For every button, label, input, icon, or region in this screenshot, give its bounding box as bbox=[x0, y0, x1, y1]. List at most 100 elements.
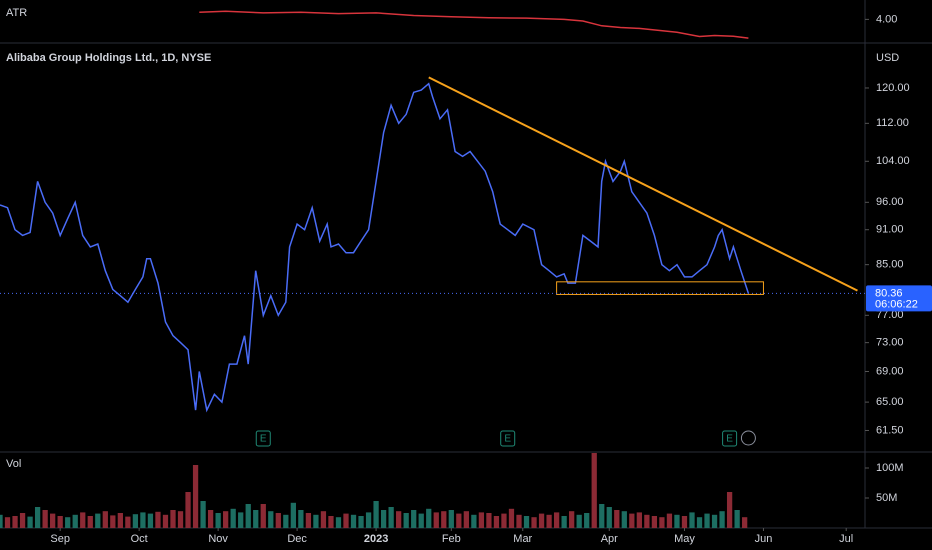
volume-bar bbox=[396, 511, 402, 528]
volume-bar bbox=[599, 504, 605, 528]
earnings-icon bbox=[500, 430, 516, 447]
x-tick-label: Nov bbox=[208, 533, 228, 545]
volume-bar bbox=[734, 510, 740, 528]
dividend-icon bbox=[740, 430, 756, 446]
last-price-box bbox=[866, 285, 932, 312]
volume-bar bbox=[80, 512, 86, 528]
volume-bar bbox=[614, 510, 620, 528]
volume-bar bbox=[689, 512, 695, 528]
volume-bar bbox=[463, 511, 469, 528]
countdown-label: 06:06:22 bbox=[875, 298, 918, 310]
volume-bar bbox=[681, 516, 688, 528]
volume-bar bbox=[223, 511, 229, 528]
volume-bar bbox=[426, 508, 432, 528]
volume-bar bbox=[132, 514, 139, 528]
volume-bar bbox=[508, 508, 515, 528]
volume-bar bbox=[696, 517, 703, 528]
volume-bar bbox=[388, 507, 394, 528]
volume-bar bbox=[621, 511, 627, 528]
x-tick-label: Dec bbox=[287, 533, 307, 545]
volume-bar bbox=[606, 507, 612, 528]
y-tick-label: 120.00 bbox=[876, 82, 910, 94]
volume-bar bbox=[0, 514, 3, 528]
volume-bar bbox=[742, 517, 748, 528]
volume-bar bbox=[358, 516, 364, 528]
volume-bar bbox=[531, 517, 537, 528]
volume-bar bbox=[553, 512, 560, 528]
volume-bar bbox=[538, 513, 545, 528]
volume-bar bbox=[200, 501, 206, 528]
volume-bar bbox=[177, 511, 184, 528]
volume-bar bbox=[636, 512, 642, 528]
x-tick-label: Jun bbox=[755, 533, 773, 545]
x-tick-label: Jul bbox=[839, 533, 853, 545]
volume-bar bbox=[711, 514, 718, 528]
volume-bar bbox=[102, 511, 108, 528]
y-tick-label: 50M bbox=[876, 492, 897, 504]
x-tick-label: Sep bbox=[50, 533, 70, 545]
volume-bar bbox=[569, 511, 575, 528]
volume-bar bbox=[313, 514, 319, 528]
volume-bar bbox=[704, 513, 710, 528]
volume-bar bbox=[448, 510, 454, 528]
symbol-title: Alibaba Group Holdings Ltd., 1D, NYSE bbox=[6, 52, 211, 64]
y-tick-label: 96.00 bbox=[876, 196, 904, 208]
volume-bar bbox=[350, 514, 357, 528]
volume-bar bbox=[433, 512, 439, 528]
volume-bar bbox=[501, 513, 507, 528]
volume-bar bbox=[275, 513, 281, 528]
volume-bar bbox=[170, 510, 176, 528]
volume-bar bbox=[523, 516, 530, 528]
volume-bar bbox=[456, 513, 462, 528]
volume-bar bbox=[12, 516, 18, 528]
volume-bar bbox=[4, 517, 11, 528]
volume-bar bbox=[516, 514, 522, 528]
volume-bar bbox=[441, 511, 447, 528]
volume-bar bbox=[65, 517, 71, 528]
volume-bar bbox=[726, 492, 733, 528]
volume-bar bbox=[471, 514, 477, 528]
volume-bar bbox=[260, 504, 266, 528]
y-tick-label: 91.00 bbox=[876, 224, 904, 236]
volume-bar bbox=[365, 512, 372, 528]
volume-bar bbox=[34, 507, 41, 528]
volume-bar bbox=[185, 492, 191, 528]
y-tick-label: 104.00 bbox=[876, 155, 910, 167]
volume-bar bbox=[268, 511, 274, 528]
volume-bar bbox=[125, 516, 131, 528]
volume-bar bbox=[486, 513, 492, 528]
volume-bar bbox=[659, 517, 665, 528]
volume-bar bbox=[719, 511, 725, 528]
earnings-label: E bbox=[260, 434, 267, 445]
volume-bar bbox=[493, 516, 500, 528]
volume-bar bbox=[584, 513, 590, 528]
volume-bar bbox=[95, 513, 101, 528]
volume-bar bbox=[418, 513, 424, 528]
volume-bar bbox=[87, 516, 93, 528]
volume-bar bbox=[674, 514, 680, 528]
range-box bbox=[556, 281, 764, 295]
volume-bar bbox=[50, 513, 56, 528]
volume-bar bbox=[373, 501, 379, 528]
volume-bar bbox=[57, 516, 63, 528]
volume-bar bbox=[238, 512, 244, 528]
volume-bar bbox=[283, 514, 289, 528]
volume-bar bbox=[215, 513, 221, 528]
x-tick-label: Feb bbox=[442, 533, 461, 545]
volume-bar bbox=[380, 510, 387, 528]
volume-bar bbox=[19, 513, 26, 528]
y-tick-label: 73.00 bbox=[876, 337, 904, 349]
volume-bar bbox=[72, 514, 78, 528]
volume-bar bbox=[335, 517, 342, 528]
volume-bar bbox=[305, 513, 312, 528]
y-tick-label: 65.00 bbox=[876, 396, 904, 408]
y-tick-label: 100M bbox=[876, 462, 904, 474]
x-tick-label: Apr bbox=[601, 533, 618, 545]
volume-bar bbox=[110, 515, 116, 528]
volume-bar bbox=[245, 504, 251, 528]
series-line bbox=[199, 10, 749, 39]
volume-bar bbox=[207, 510, 214, 528]
volume-bar bbox=[27, 516, 33, 528]
y-tick-label: 69.00 bbox=[876, 365, 904, 377]
